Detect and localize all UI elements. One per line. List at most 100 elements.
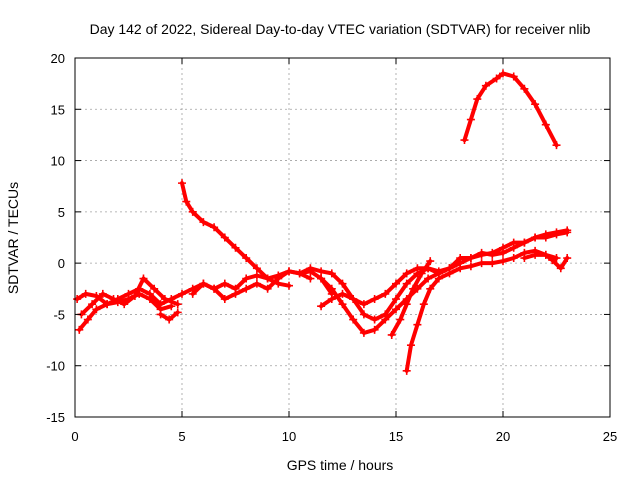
data-point xyxy=(182,197,191,206)
data-point xyxy=(460,136,469,145)
series-arc-4 xyxy=(156,308,182,324)
data-point xyxy=(327,269,336,278)
data-point xyxy=(210,223,219,232)
data-point xyxy=(417,269,426,278)
y-tick-label: 10 xyxy=(51,154,65,169)
chart-title: Day 142 of 2022, Sidereal Day-to-day VTE… xyxy=(90,21,591,37)
data-point xyxy=(563,254,572,263)
data-point xyxy=(370,295,379,304)
data-point xyxy=(165,315,174,324)
data-point xyxy=(466,262,475,271)
x-tick-label: 25 xyxy=(603,429,617,444)
grid xyxy=(75,58,610,417)
data-point xyxy=(424,274,433,283)
data-point xyxy=(130,291,139,300)
plot-frame xyxy=(74,57,611,418)
series-arc-2 xyxy=(75,289,176,334)
data-point xyxy=(359,328,368,337)
data-point xyxy=(392,295,400,304)
data-point xyxy=(317,302,326,311)
data-point xyxy=(419,300,428,309)
data-point xyxy=(552,254,561,263)
series-line xyxy=(319,230,570,335)
data-point xyxy=(338,279,347,288)
data-point xyxy=(434,274,443,283)
data-point xyxy=(306,274,315,283)
data-point xyxy=(473,95,482,104)
data-point xyxy=(499,243,507,252)
y-tick-label: 0 xyxy=(58,256,65,271)
data-point xyxy=(210,284,219,293)
data-point xyxy=(231,243,240,252)
data-point xyxy=(520,254,529,263)
y-tick-label: -15 xyxy=(46,410,65,425)
data-layer xyxy=(73,69,572,375)
data-point xyxy=(109,295,118,304)
data-point xyxy=(509,72,518,81)
data-point xyxy=(317,267,326,276)
data-point xyxy=(252,271,261,280)
data-point xyxy=(396,315,405,324)
data-point xyxy=(92,305,101,314)
data-point xyxy=(426,257,435,266)
data-point xyxy=(120,300,129,309)
data-point xyxy=(531,233,540,242)
data-point xyxy=(509,254,518,263)
data-point xyxy=(83,315,92,324)
data-point xyxy=(173,300,182,309)
data-point xyxy=(392,279,400,288)
x-tick-label: 20 xyxy=(496,429,510,444)
data-point xyxy=(402,366,411,375)
x-tick-label: 15 xyxy=(389,429,403,444)
data-point xyxy=(220,279,229,288)
series-line xyxy=(389,259,433,337)
data-point xyxy=(413,320,422,329)
x-axis-label: GPS time / hours xyxy=(287,457,394,473)
series-line xyxy=(77,291,174,332)
series-arc-5 xyxy=(178,179,293,290)
data-point xyxy=(370,325,379,334)
data-point xyxy=(98,289,107,298)
data-point xyxy=(466,254,475,263)
data-point xyxy=(541,250,550,259)
series-line xyxy=(180,181,291,288)
data-point xyxy=(426,284,435,293)
series-line xyxy=(79,276,180,317)
x-tick-label: 5 xyxy=(178,429,185,444)
data-point xyxy=(156,310,165,319)
data-point xyxy=(488,259,497,268)
y-axis-label: SDTVAR / TECUs xyxy=(5,182,21,294)
data-point xyxy=(178,289,186,298)
data-point xyxy=(541,233,550,242)
data-point xyxy=(477,250,486,259)
data-point xyxy=(88,300,97,309)
data-point xyxy=(73,295,82,304)
data-point xyxy=(231,289,240,298)
data-point xyxy=(263,274,272,283)
data-point xyxy=(402,269,411,278)
series-arc-13 xyxy=(460,69,561,150)
series-arc-9 xyxy=(317,259,465,311)
data-point xyxy=(139,274,148,283)
tick-labels: 0 5 10 15 20 25 -15 -10 -5 0 5 10 15 20 xyxy=(46,51,617,444)
data-point xyxy=(413,264,422,273)
data-point xyxy=(220,295,229,304)
data-point xyxy=(160,295,169,304)
data-point xyxy=(188,289,197,298)
data-point xyxy=(103,300,112,309)
data-point xyxy=(509,238,518,247)
data-point xyxy=(263,284,272,293)
data-point xyxy=(285,281,293,290)
y-tick-label: 20 xyxy=(51,51,65,66)
data-point xyxy=(199,218,208,227)
data-point xyxy=(150,284,159,293)
data-point xyxy=(406,341,415,350)
data-point xyxy=(188,207,197,216)
data-point xyxy=(359,310,368,319)
data-point xyxy=(145,295,154,304)
data-point xyxy=(387,330,396,339)
data-point xyxy=(481,81,490,90)
series-arc-10 xyxy=(387,257,435,339)
series-arc-12 xyxy=(520,250,572,273)
data-point xyxy=(409,284,418,293)
